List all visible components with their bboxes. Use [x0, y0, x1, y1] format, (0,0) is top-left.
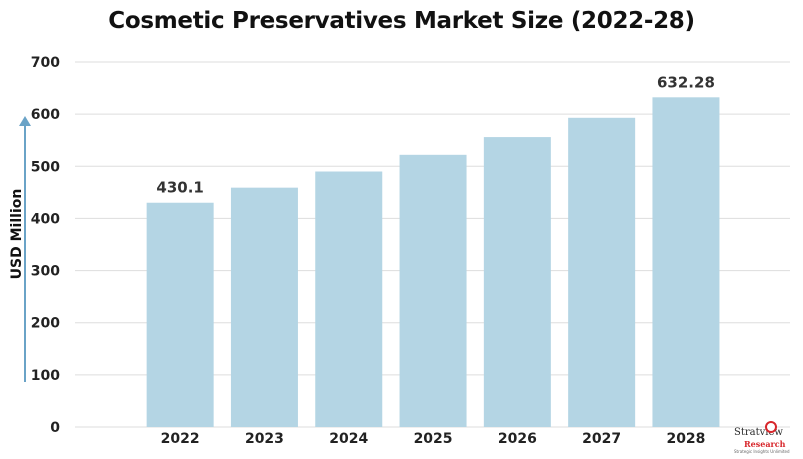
bar: [315, 171, 383, 427]
logo-sub: Research: [744, 439, 786, 449]
x-tick-label: 2026: [498, 431, 537, 447]
x-tick-label: 2028: [666, 431, 705, 447]
bar: [399, 154, 467, 428]
y-tick-label: 100: [31, 368, 60, 384]
y-tick-label: 500: [31, 159, 60, 175]
bar: [568, 117, 636, 428]
x-tick-label: 2025: [414, 431, 453, 447]
x-tick-label: 2022: [161, 431, 200, 447]
magnifier-icon: [765, 421, 777, 433]
y-tick-label: 700: [31, 55, 60, 71]
bar: [230, 187, 298, 427]
data-label: 632.28: [657, 73, 715, 91]
logo-name: Stratview: [734, 427, 783, 438]
stratview-logo: Stratview Research Strategic Insights Un…: [730, 421, 800, 457]
bar: [483, 137, 551, 428]
y-tick-label: 600: [31, 107, 60, 123]
data-label: 430.1: [156, 179, 203, 197]
y-tick-label: 0: [50, 420, 60, 436]
logo-tagline: Strategic Insights Unlimited: [734, 449, 790, 454]
x-tick-label: 2023: [245, 431, 284, 447]
y-axis-arrow-head: [19, 116, 31, 126]
x-tick-label: 2027: [582, 431, 621, 447]
x-tick-label: 2024: [329, 431, 368, 447]
y-tick-label: 200: [31, 316, 60, 332]
chart-title: Cosmetic Preservatives Market Size (2022…: [108, 8, 695, 34]
y-axis-arrow: [24, 124, 26, 382]
bar: [146, 202, 214, 427]
y-tick-label: 300: [31, 264, 60, 280]
y-tick-label: 400: [31, 211, 60, 227]
bar: [652, 97, 720, 427]
